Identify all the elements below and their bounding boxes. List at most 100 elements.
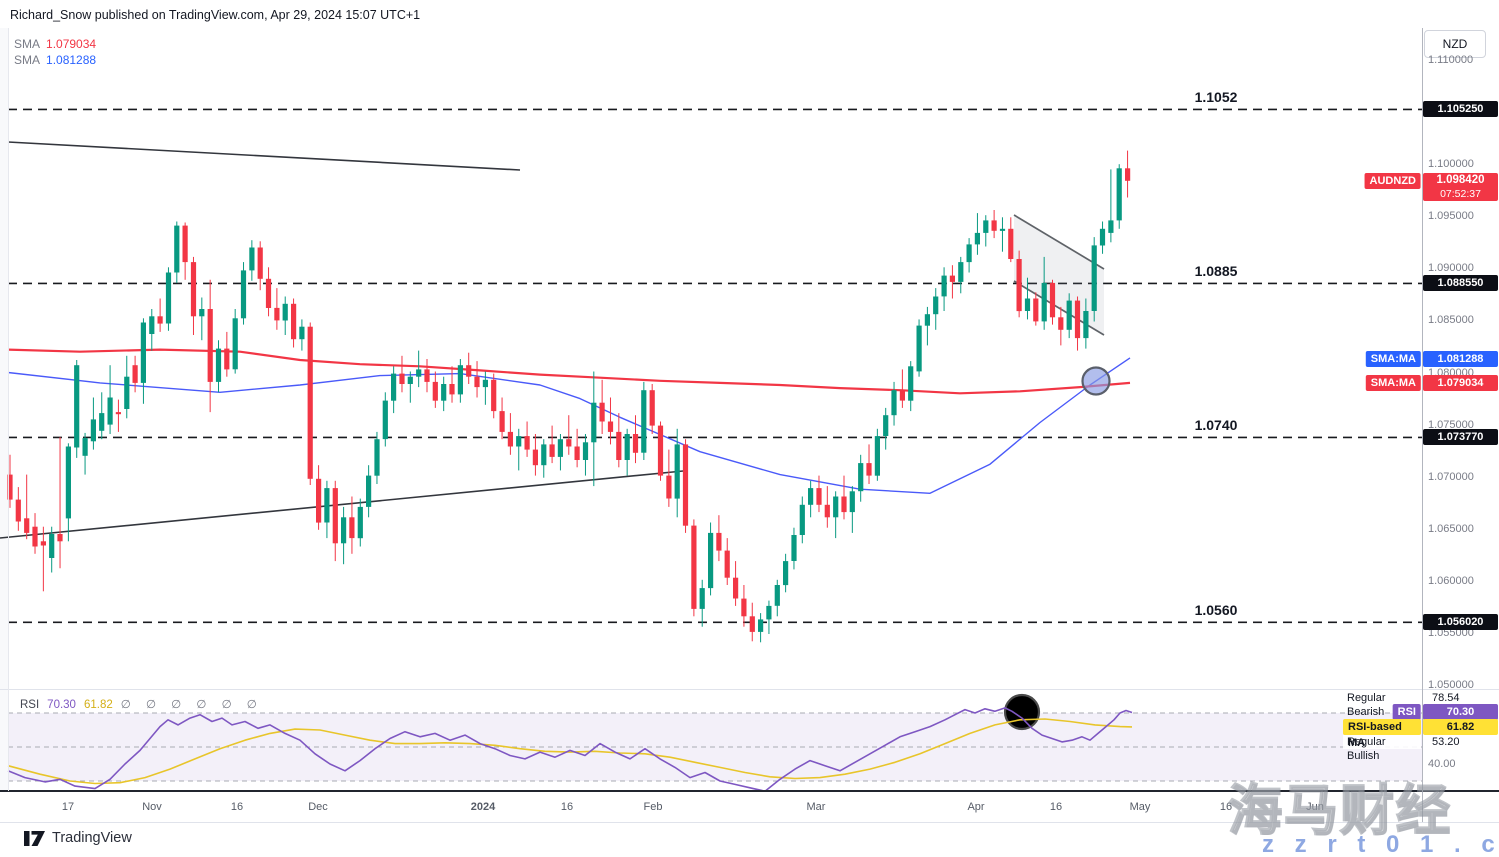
candle	[124, 355, 130, 419]
candle	[15, 487, 21, 531]
watermark-cjk: 海马财经	[1227, 780, 1452, 842]
candle	[24, 474, 30, 540]
candle	[791, 527, 797, 570]
candle	[983, 215, 989, 247]
candle	[207, 279, 213, 413]
trendlines	[0, 141, 684, 539]
candle	[949, 265, 955, 299]
candle	[357, 498, 363, 547]
candle	[291, 298, 297, 348]
candle	[933, 288, 939, 330]
candle	[891, 381, 897, 426]
sma-axis-value: 1.079034	[1423, 374, 1498, 391]
candle	[899, 369, 905, 408]
candle	[240, 262, 247, 325]
time-axis-tick[interactable]: May	[1129, 801, 1151, 813]
candle	[1041, 256, 1047, 330]
candle	[808, 480, 814, 518]
price-axis-tick[interactable]: 1.085000	[1428, 314, 1474, 327]
candle	[449, 366, 455, 403]
rsi-highlight-circle	[1003, 693, 1041, 731]
time-axis-tick[interactable]: Mar	[806, 801, 826, 813]
candle	[532, 434, 538, 476]
price-axis-tick[interactable]: 1.100000	[1428, 158, 1474, 171]
time-axis-tick[interactable]: 2024	[470, 801, 496, 813]
candle	[774, 579, 780, 617]
sma-axis-value: 1.081288	[1423, 351, 1498, 368]
candle	[307, 322, 313, 485]
price-axis-tick[interactable]: 1.065000	[1428, 522, 1474, 535]
candle	[274, 288, 280, 330]
candle	[190, 256, 197, 335]
time-axis-tick[interactable]: Nov	[142, 801, 162, 813]
candle	[82, 432, 88, 475]
price-axis-tick[interactable]: 1.090000	[1428, 262, 1474, 275]
candle	[1116, 164, 1122, 229]
candle	[140, 318, 146, 404]
indicator-legend[interactable]: SMA 1.079034 SMA 1.081288	[14, 36, 96, 68]
candle	[733, 561, 739, 606]
current-price-label: 1.098420 07:52:37	[1423, 172, 1498, 201]
tradingview-brand[interactable]: TradingView	[24, 830, 132, 846]
candle	[424, 359, 430, 393]
candle	[282, 296, 288, 335]
candle	[332, 480, 338, 562]
candle	[699, 579, 705, 627]
rsi-value: 70.30	[47, 699, 76, 711]
price-axis-tick[interactable]: 1.110000	[1428, 54, 1474, 66]
time-axis-tick[interactable]: 16	[1219, 801, 1233, 813]
candle	[107, 365, 113, 434]
candle	[1016, 250, 1022, 318]
sma-legend-row-2: SMA 1.081288	[14, 52, 96, 68]
key-level-axis-label: 1.105250	[1423, 101, 1498, 118]
candle	[90, 397, 96, 450]
candle	[749, 602, 755, 642]
divergence-value: 78.54	[1432, 692, 1460, 705]
time-axis-tick[interactable]: Apr	[967, 801, 985, 813]
time-axis-tick[interactable]: 16	[230, 801, 244, 813]
rsi-axis-tick[interactable]: 40.00	[1428, 758, 1456, 770]
candle	[666, 449, 672, 507]
price-axis-tick[interactable]: 1.070000	[1428, 470, 1474, 483]
rsi-band	[8, 712, 1422, 782]
candle	[708, 522, 714, 596]
price-axis-tick[interactable]: 1.060000	[1428, 574, 1474, 587]
time-axis-tick[interactable]: Dec	[308, 801, 328, 813]
rsi-label: RSI	[20, 699, 40, 711]
candle	[516, 428, 522, 471]
time-axis-tick[interactable]: Jun	[1306, 801, 1324, 813]
key-level-axis-label: 1.088550	[1423, 275, 1498, 292]
candle	[99, 392, 105, 440]
rsi-ma-value: 61.82	[83, 699, 113, 711]
flag-channel	[1013, 214, 1105, 336]
time-axis-tick[interactable]: Feb	[643, 801, 663, 813]
price-axis-tick[interactable]: 1.095000	[1428, 210, 1474, 223]
quote-currency-button[interactable]: NZD	[1424, 30, 1486, 58]
candle	[232, 309, 238, 374]
candle	[182, 222, 188, 280]
candle	[741, 585, 747, 627]
time-axis-tick[interactable]: 16	[1049, 801, 1063, 813]
candle	[249, 240, 255, 281]
key-levels	[8, 108, 1422, 624]
candle	[766, 600, 772, 634]
time-axis-tick[interactable]: 17	[61, 801, 75, 813]
candle	[341, 506, 347, 565]
candle	[65, 443, 71, 542]
candle	[607, 397, 614, 445]
candle	[1091, 237, 1097, 322]
candle	[215, 340, 222, 393]
candle	[849, 486, 855, 533]
rsi	[7, 707, 1133, 792]
candle	[265, 267, 272, 317]
key-level-axis-label: 1.056020	[1423, 614, 1498, 631]
time-axis-tick[interactable]: 16	[560, 801, 574, 813]
price-axis-tick[interactable]: 1.050000	[1428, 679, 1474, 692]
candle	[499, 397, 505, 440]
candle	[908, 361, 914, 412]
candle	[616, 413, 622, 468]
rsi-indicator-legend[interactable]: RSI 70.30 61.82 ∅ ∅ ∅ ∅ ∅ ∅	[20, 697, 271, 711]
price-axis-tick[interactable]: 1.075000	[1428, 418, 1474, 431]
candle	[1058, 306, 1064, 346]
